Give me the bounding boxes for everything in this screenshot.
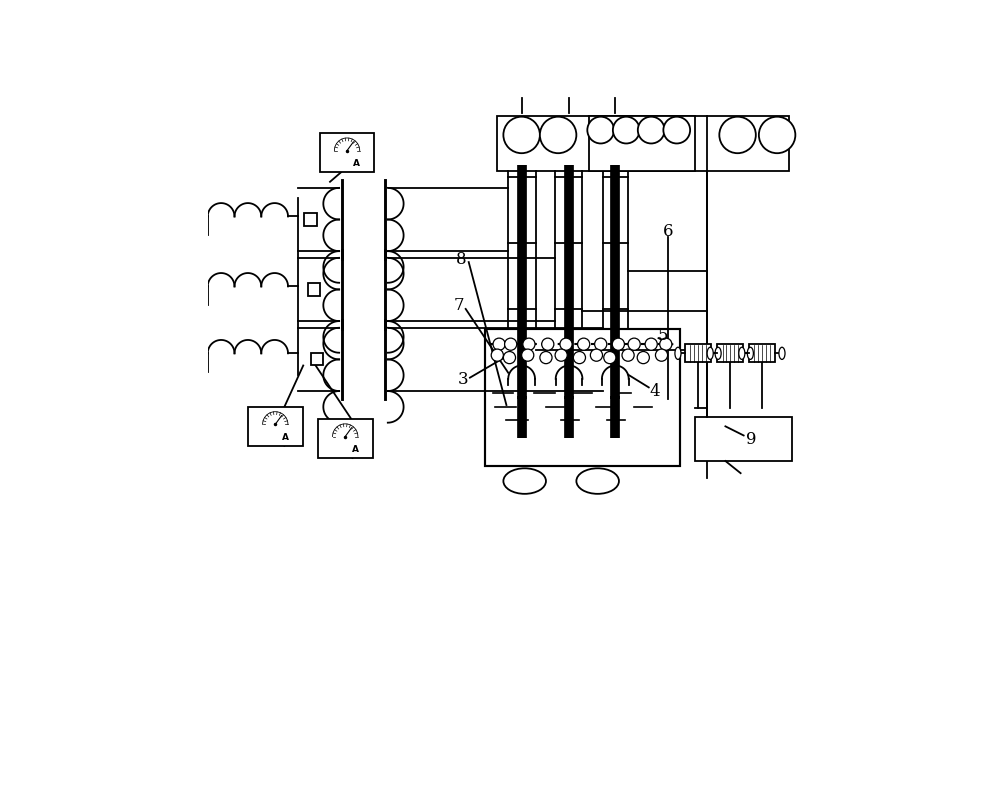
Bar	[304, 213, 317, 226]
Text: 8: 8	[456, 250, 467, 268]
Text: 1: 1	[282, 415, 293, 432]
Bar	[695, 417, 792, 461]
Circle shape	[493, 338, 505, 350]
Circle shape	[503, 352, 516, 363]
Text: 3: 3	[457, 371, 468, 388]
Text: 5: 5	[658, 326, 669, 344]
Circle shape	[660, 338, 672, 350]
Ellipse shape	[779, 348, 785, 359]
Circle shape	[542, 338, 554, 350]
Bar	[685, 344, 711, 363]
Circle shape	[560, 338, 572, 350]
Circle shape	[663, 117, 690, 144]
Circle shape	[491, 349, 503, 361]
Circle shape	[637, 352, 649, 363]
Bar	[717, 344, 743, 363]
Bar	[320, 133, 374, 172]
Bar	[497, 116, 789, 171]
Circle shape	[612, 338, 624, 350]
Ellipse shape	[576, 468, 619, 494]
Bar	[318, 419, 373, 458]
Circle shape	[759, 117, 795, 153]
Bar	[311, 353, 323, 366]
Bar	[248, 407, 303, 446]
Circle shape	[523, 338, 535, 350]
Ellipse shape	[503, 468, 546, 494]
Circle shape	[655, 349, 668, 361]
Ellipse shape	[707, 348, 713, 359]
Text: A: A	[352, 445, 359, 454]
Text: 6: 6	[663, 223, 673, 240]
Text: 4: 4	[650, 383, 660, 401]
Bar	[749, 344, 775, 363]
Text: 9: 9	[746, 431, 756, 448]
Circle shape	[573, 352, 585, 363]
Bar	[485, 329, 680, 466]
Circle shape	[505, 338, 517, 350]
Circle shape	[595, 338, 607, 350]
Bar	[308, 284, 320, 295]
Circle shape	[503, 117, 540, 153]
Ellipse shape	[739, 348, 745, 359]
Circle shape	[719, 117, 756, 153]
Circle shape	[613, 117, 640, 144]
Circle shape	[540, 117, 576, 153]
Circle shape	[587, 117, 614, 144]
Circle shape	[604, 352, 616, 363]
Circle shape	[645, 338, 657, 350]
Text: 7: 7	[454, 297, 464, 314]
Circle shape	[522, 349, 534, 361]
Text: A: A	[282, 433, 289, 442]
Bar	[589, 116, 695, 171]
Circle shape	[628, 338, 640, 350]
Ellipse shape	[715, 348, 721, 359]
Ellipse shape	[675, 348, 681, 359]
Circle shape	[590, 349, 603, 361]
Text: 2: 2	[360, 427, 371, 444]
Circle shape	[540, 352, 552, 363]
Circle shape	[555, 349, 567, 361]
Circle shape	[638, 117, 665, 144]
Circle shape	[622, 349, 634, 361]
Text: A: A	[353, 159, 360, 168]
Circle shape	[578, 338, 590, 350]
Ellipse shape	[747, 348, 753, 359]
